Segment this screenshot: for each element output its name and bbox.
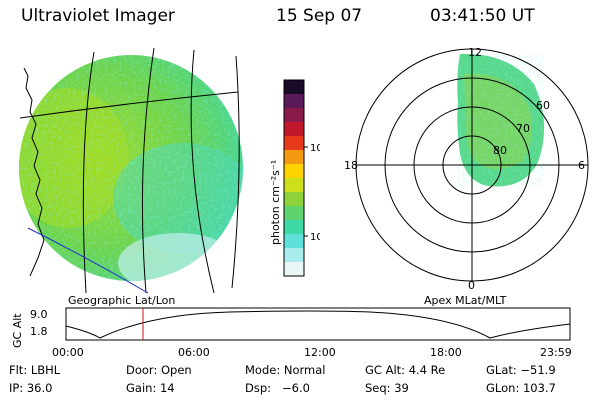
footer-glat: GLat: −51.9 bbox=[486, 363, 556, 377]
footer-glon: GLon: 103.7 bbox=[486, 381, 556, 395]
coastline bbox=[23, 67, 45, 277]
footer-mode: Mode: Normal bbox=[245, 363, 326, 377]
footer-door: Door: Open bbox=[126, 363, 192, 377]
footer-filter: Flt: LBHL bbox=[9, 363, 61, 377]
orbit-altitude-plot: GC Alt 9.0 1.8 00:00 06:00 12:00 18:00 23:59 bbox=[11, 307, 572, 359]
orbit-xtick-label: 12:00 bbox=[304, 346, 336, 359]
colorbar-swatch bbox=[284, 108, 304, 123]
geographic-image-panel bbox=[19, 48, 243, 294]
mlt-label-6: 6 bbox=[578, 159, 585, 172]
image-date: 15 Sep 07 bbox=[276, 6, 363, 26]
orbit-xtick-label: 06:00 bbox=[178, 346, 210, 359]
colorbar-tick-10: 10 bbox=[310, 232, 320, 243]
colorbar-swatch bbox=[284, 220, 304, 235]
footer-gain: Gain: 14 bbox=[126, 381, 175, 395]
footer-seq: Seq: 39 bbox=[365, 381, 409, 395]
left-panel-caption: Geographic Lat/Lon bbox=[68, 294, 176, 307]
mlat-label-70: 70 bbox=[516, 122, 530, 135]
colorbar-unit-label: photon cm⁻²s⁻¹ bbox=[269, 160, 282, 245]
colorbar-swatch bbox=[284, 80, 304, 95]
colorbar-swatch bbox=[284, 206, 304, 221]
colorbar-swatch bbox=[284, 192, 304, 207]
orbit-ytick-9: 9.0 bbox=[30, 308, 48, 321]
colorbar-swatch bbox=[284, 150, 304, 165]
terminator-line bbox=[27, 227, 149, 294]
colorbar-swatch bbox=[284, 164, 304, 179]
orbit-ytick-1-8: 1.8 bbox=[30, 325, 48, 338]
footer-ip: IP: 36.0 bbox=[9, 381, 53, 395]
colorbar-swatch bbox=[284, 178, 304, 193]
image-time: 03:41:50 UT bbox=[430, 6, 535, 26]
mlat-label-80: 80 bbox=[493, 144, 507, 157]
colorbar: 100 10 photon cm⁻²s⁻¹ bbox=[269, 79, 320, 277]
orbit-xtick-label: 18:00 bbox=[430, 346, 462, 359]
colorbar-swatch bbox=[284, 122, 304, 137]
colorbar-swatch bbox=[284, 136, 304, 151]
polar-grid bbox=[355, 48, 589, 282]
app-title: Ultraviolet Imager bbox=[21, 6, 175, 26]
polar-aurora-image bbox=[457, 53, 545, 187]
mlt-label-0: 0 bbox=[468, 279, 475, 292]
footer-gc-alt: GC Alt: 4.4 Re bbox=[365, 363, 446, 377]
polar-plot-panel: 12 18 6 0 60 70 80 bbox=[344, 46, 589, 292]
orbit-xtick-label: 00:00 bbox=[52, 346, 84, 359]
lat-lon-grid bbox=[19, 48, 240, 294]
colorbar-swatch bbox=[284, 262, 304, 277]
mlat-label-60: 60 bbox=[536, 99, 550, 112]
colorbar-swatch bbox=[284, 248, 304, 263]
colorbar-swatch bbox=[284, 234, 304, 249]
footer-dsp: Dsp: −6.0 bbox=[245, 381, 310, 395]
colorbar-swatch bbox=[284, 94, 304, 109]
colorbar-tick-100: 100 bbox=[310, 143, 320, 154]
mlt-label-18: 18 bbox=[344, 159, 358, 172]
orbit-xtick-label: 23:59 bbox=[540, 346, 572, 359]
right-panel-caption: Apex MLat/MLT bbox=[424, 294, 507, 307]
orbit-ylabel: GC Alt bbox=[11, 313, 24, 348]
mlt-label-12: 12 bbox=[468, 46, 482, 59]
orbit-altitude-curve bbox=[65, 310, 571, 339]
